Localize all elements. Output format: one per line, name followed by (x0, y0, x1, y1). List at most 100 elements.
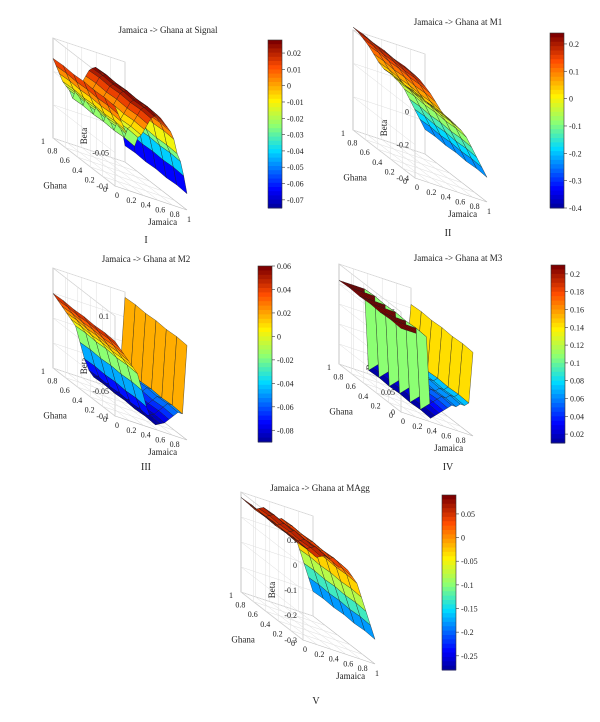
colorbar-segment (268, 119, 282, 125)
z-tick-label: -0.2 (284, 611, 297, 620)
colorbar: 0.2 0.18 0.16 0.14 0.12 0.1 0.08 0.06 0.04 0.02 (550, 264, 584, 444)
gridline (377, 148, 450, 174)
colorbar-segment (442, 595, 456, 601)
colorbar-tick-label: 0 (569, 95, 573, 104)
x-tick-label: 0 (303, 645, 307, 654)
chart-panel-I: Jamaica -> Ghana at SignalI-0.1-0.0500.0… (41, 25, 304, 246)
z-axis-label: Beta (379, 120, 389, 137)
colorbar-segment (551, 278, 565, 284)
y-tick-label: 0.2 (85, 405, 95, 414)
colorbar-segment (550, 142, 564, 148)
x-tick-label: 0.4 (141, 431, 151, 440)
panel-label: V (312, 696, 320, 707)
x-tick-label: 0.4 (141, 201, 151, 210)
colorbar-segment (442, 630, 456, 636)
colorbar-segment (258, 389, 272, 395)
colorbar-segment (258, 433, 272, 439)
z-axis-label: Beta (79, 358, 89, 375)
y-tick-label: 0.6 (346, 382, 356, 391)
gridline (52, 367, 126, 417)
colorbar-segment (268, 191, 282, 196)
colorbar-segment (442, 643, 456, 649)
colorbar-segment (442, 534, 456, 540)
colorbar-segment (268, 69, 282, 75)
y-tick-label: 0.2 (371, 401, 381, 410)
x-axis-label: Jamaica (448, 209, 477, 219)
y-tick-label: 0.6 (60, 386, 70, 395)
z-tick-label: -0.4 (396, 174, 409, 183)
x-tick-label: 0.2 (126, 426, 136, 435)
colorbar-tick-label: -0.04 (277, 379, 294, 388)
colorbar-tick-label: -0.3 (569, 177, 582, 186)
gridline (253, 601, 326, 626)
colorbar-tick-label: 0.1 (570, 359, 580, 368)
colorbar-segment (268, 170, 282, 175)
colorbar-segment (268, 203, 282, 209)
gridline (278, 620, 351, 646)
x-tick-label: 0.2 (314, 650, 324, 659)
colorbar-segment (258, 402, 272, 408)
colorbar-segment (258, 266, 272, 271)
colorbar-segment (258, 367, 272, 373)
colorbar-segment (268, 136, 282, 142)
colorbar-tick-label: 0.06 (570, 395, 584, 404)
colorbar-segment (268, 77, 282, 83)
surface (240, 497, 376, 640)
z-tick-label: -0.05 (92, 149, 109, 158)
colorbar: 0.2 0.1 0 -0.1 -0.2 -0.3 -0.4 (549, 32, 582, 213)
colorbar-segment (268, 82, 282, 87)
colorbar-segment (258, 314, 272, 320)
colorbar-segment (442, 586, 456, 592)
x-tick-label: 0.8 (170, 210, 180, 219)
colorbar-segment (442, 538, 456, 544)
colorbar-segment (551, 407, 565, 413)
x-tick-label: 0.8 (170, 440, 180, 449)
colorbar-segment (551, 380, 565, 386)
x-tick-label: 0.6 (441, 431, 451, 440)
colorbar-segment (442, 530, 456, 535)
colorbar-segment (258, 428, 272, 434)
colorbar-segment (268, 44, 282, 49)
colorbar-segment (258, 411, 272, 417)
colorbar-segment (258, 380, 272, 386)
colorbar-segment (442, 569, 456, 575)
colorbar-segment (551, 336, 565, 342)
colorbar-tick-label: 0.05 (461, 510, 475, 519)
colorbar-segment (551, 340, 565, 346)
colorbar-segment (551, 402, 565, 408)
colorbar-segment (258, 415, 272, 421)
y-tick-label: 0 (103, 185, 107, 194)
y-tick-label: 0.8 (333, 373, 343, 382)
y-tick-label: 0.6 (248, 610, 258, 619)
colorbar-segment (258, 420, 272, 425)
colorbar-segment (550, 72, 564, 78)
colorbar-segment (442, 508, 456, 513)
z-tick-label: 0 (391, 408, 395, 417)
colorbar-segment (551, 411, 565, 417)
colorbar-segment (268, 149, 282, 154)
colorbar-segment (550, 177, 564, 183)
colorbar-tick-label: 0.04 (570, 412, 584, 421)
colorbar-segment (551, 269, 565, 275)
x-axis-label: Jamaica (434, 443, 463, 453)
colorbar-segment (268, 153, 282, 159)
colorbar-frame (550, 264, 566, 444)
colorbar-tick-label: -0.04 (287, 147, 304, 156)
y-tick-label: 0.2 (85, 175, 95, 184)
gridline (65, 147, 138, 172)
colorbar-segment (550, 138, 564, 143)
colorbar-segment (550, 186, 564, 191)
colorbar-segment (442, 613, 456, 618)
colorbar-segment (550, 199, 564, 205)
surface (338, 280, 474, 419)
colorbar-segment (268, 56, 282, 62)
x-tick-label: 0.8 (470, 202, 480, 211)
gridline (240, 541, 314, 591)
colorbar-segment (268, 166, 282, 171)
colorbar-segment (268, 103, 282, 108)
panel-label: III (141, 462, 151, 473)
z-tick-label: -0.05 (92, 387, 109, 396)
colorbar-segment (258, 349, 272, 355)
colorbar-segment (550, 133, 564, 139)
y-axis-label: Ghana (343, 172, 367, 182)
